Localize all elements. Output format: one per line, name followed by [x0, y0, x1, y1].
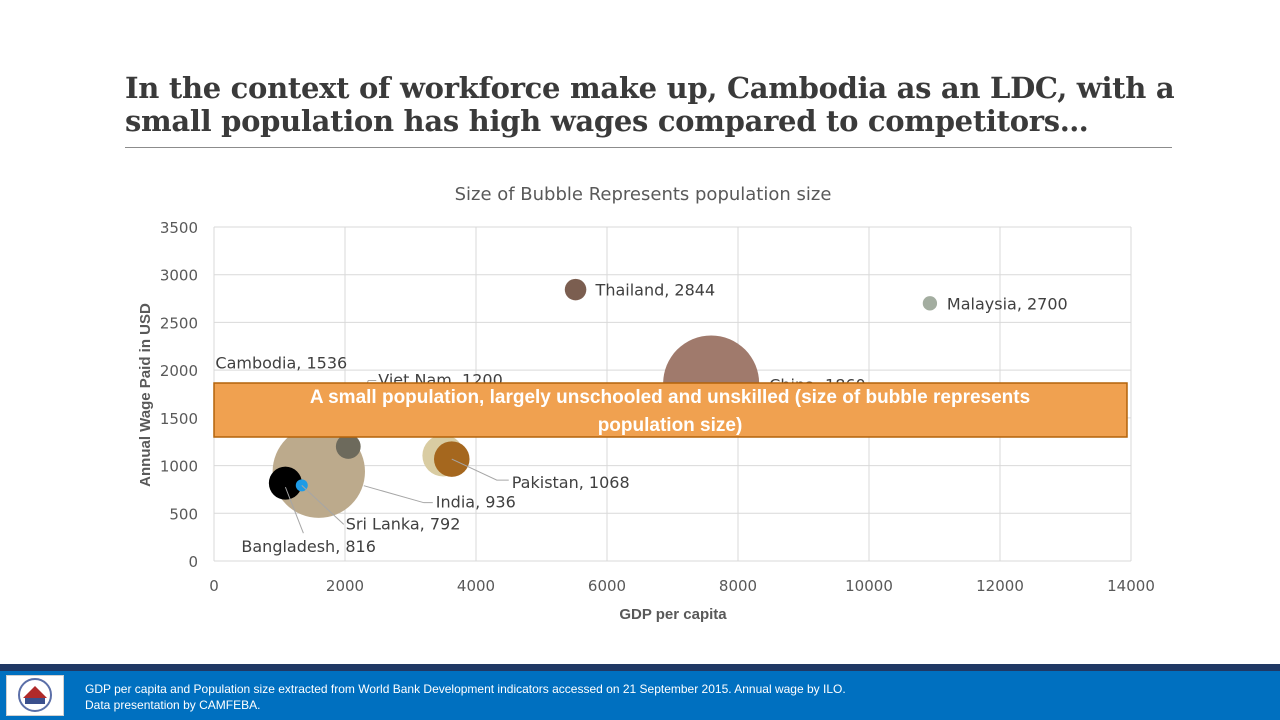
- y-tick-label: 3000: [160, 267, 198, 285]
- title-line-2: small population has high wages compared…: [125, 104, 1089, 138]
- footnote-line-1: GDP per capita and Population size extra…: [85, 682, 846, 696]
- label-leader: [451, 458, 509, 481]
- label-leader: [363, 485, 433, 504]
- bubble-bangladesh: [268, 466, 302, 500]
- y-tick-label: 2000: [160, 362, 198, 380]
- label-leader: [284, 486, 304, 534]
- bubble-thailand: [564, 278, 587, 301]
- title-divider: [125, 147, 1172, 148]
- x-tick-label: 0: [209, 577, 219, 595]
- chart-title: Size of Bubble Represents population siz…: [455, 184, 832, 205]
- callout-line-2: population size): [598, 415, 743, 436]
- footnote: GDP per capita and Population size extra…: [85, 681, 846, 713]
- footer-stripe: [0, 664, 1280, 671]
- x-tick-label: 14000: [1107, 577, 1155, 595]
- x-tick-label: 8000: [719, 577, 757, 595]
- y-tick-label: 2500: [160, 314, 198, 332]
- data-label-malaysia: Malaysia, 2700: [947, 294, 1068, 313]
- y-axis-label: Annual Wage Paid in USD: [137, 303, 154, 487]
- data-label-pakistan: Pakistan, 1068: [512, 473, 630, 492]
- callout-box: [213, 382, 1128, 438]
- data-label-india: India, 936: [436, 493, 516, 512]
- x-tick-label: 6000: [588, 577, 626, 595]
- title-line-1: In the context of workforce make up, Cam…: [125, 71, 1175, 105]
- bubble-viet-nam: [335, 434, 361, 459]
- bubble-chart: Size of Bubble Represents population siz…: [137, 184, 1155, 623]
- data-label-bangladesh: Bangladesh, 816: [241, 537, 376, 556]
- camfeba-logo-icon: [6, 675, 64, 716]
- y-tick-label: 500: [169, 505, 198, 523]
- y-tick-label: 1000: [160, 458, 198, 476]
- x-tick-label: 4000: [457, 577, 495, 595]
- data-label-cambodia: Cambodia, 1536: [215, 353, 347, 372]
- y-tick-label: 3500: [160, 219, 198, 237]
- axis-ticks: 0 2000 4000 6000 8000 10000 12000 14000 0 500 1000…: [160, 219, 1155, 595]
- y-tick-label: 0: [188, 553, 198, 571]
- x-tick-label: 2000: [326, 577, 364, 595]
- x-axis-label: GDP per capita: [619, 606, 727, 623]
- footer-bar: GDP per capita and Population size extra…: [0, 671, 1280, 720]
- label-leader: [301, 485, 345, 525]
- footnote-line-2: Data presentation by CAMFEBA.: [85, 698, 261, 712]
- bubble-malaysia: [922, 296, 938, 311]
- callout-line-1: A small population, largely unschooled a…: [310, 387, 1030, 408]
- x-tick-label: 12000: [976, 577, 1024, 595]
- x-tick-label: 10000: [845, 577, 893, 595]
- data-label-sri-lanka: Sri Lanka, 792: [346, 514, 461, 533]
- slide-title: In the context of workforce make up, Cam…: [125, 72, 1175, 138]
- y-tick-label: 1500: [160, 410, 198, 428]
- data-label-thailand: Thailand, 2844: [595, 281, 716, 300]
